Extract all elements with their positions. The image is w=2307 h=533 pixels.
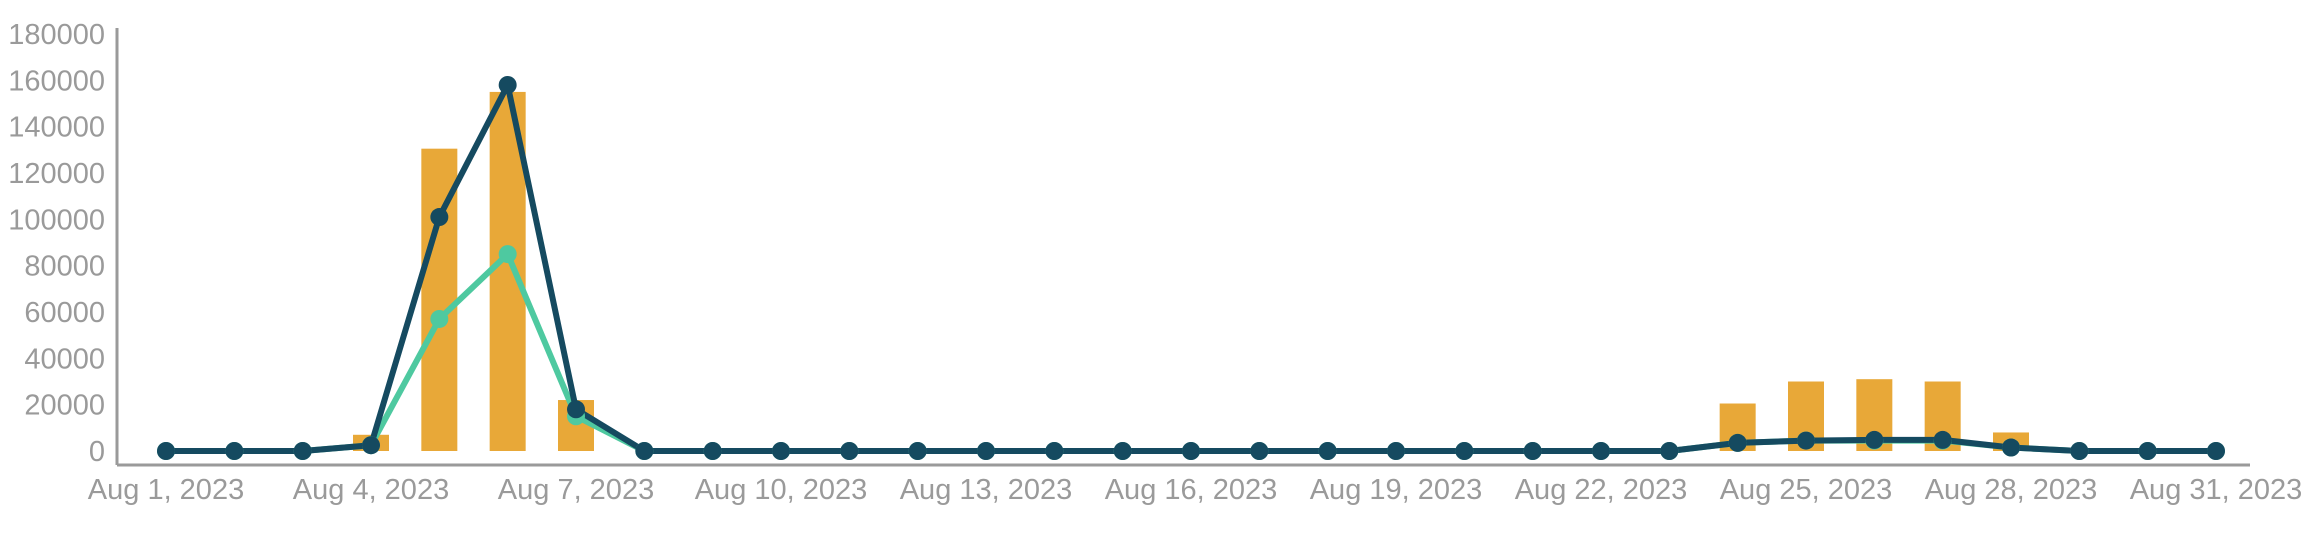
y-tick-label: 120000 <box>8 158 105 190</box>
data-point <box>1797 431 1815 450</box>
data-point <box>772 442 790 460</box>
data-point <box>1387 442 1405 460</box>
data-point <box>1250 442 1269 460</box>
x-tick-label: Aug 16, 2023 <box>1105 474 1278 506</box>
data-point <box>1455 442 1474 460</box>
data-point <box>977 442 995 460</box>
bar-series <box>353 91 2029 452</box>
x-tick-label: Aug 25, 2023 <box>1720 474 1893 506</box>
data-point <box>1318 442 1337 460</box>
data-point <box>567 400 585 419</box>
data-point <box>2070 442 2089 460</box>
data-point <box>225 442 244 460</box>
data-point <box>840 442 859 460</box>
x-tick-label: Aug 22, 2023 <box>1515 474 1688 506</box>
x-tick-label: Aug 28, 2023 <box>1925 474 2098 506</box>
data-point <box>293 442 312 460</box>
data-point <box>430 208 449 227</box>
y-tick-label: 140000 <box>8 112 105 144</box>
line-series <box>163 81 2219 454</box>
y-tick-label: 40000 <box>24 343 105 375</box>
data-point <box>1865 430 1884 449</box>
data-point <box>430 309 449 328</box>
data-point <box>498 245 517 264</box>
data-point <box>1933 430 1952 449</box>
x-tick-label: Aug 1, 2023 <box>88 474 244 506</box>
y-tick-label: 160000 <box>8 65 105 97</box>
series-line <box>163 81 2219 454</box>
x-tick-label: Aug 10, 2023 <box>695 474 868 506</box>
x-tick-label: Aug 7, 2023 <box>498 474 654 506</box>
data-point <box>2207 442 2225 460</box>
y-axis-tick-labels: 0 20000 40000 60000 80000 100000 120000 140000 1… <box>8 19 105 468</box>
x-tick-label: Aug 19, 2023 <box>1310 474 1483 506</box>
data-point <box>498 75 517 94</box>
data-point <box>1182 442 1200 460</box>
data-point <box>1728 433 1747 452</box>
y-tick-label: 60000 <box>24 297 105 329</box>
y-tick-label: 180000 <box>8 19 105 51</box>
y-tick-label: 0 <box>89 436 105 468</box>
y-tick-label: 80000 <box>24 251 105 283</box>
data-point <box>703 442 722 460</box>
data-point <box>908 442 927 460</box>
data-point <box>2138 442 2157 460</box>
line-points <box>157 75 2225 460</box>
x-tick-label: Aug 4, 2023 <box>293 474 449 506</box>
x-axis-tick-labels: Aug 1, 2023 Aug 4, 2023 Aug 7, 2023 Aug 10,… <box>88 474 2302 506</box>
y-tick-label: 100000 <box>8 204 105 236</box>
y-tick-label: 20000 <box>24 390 105 422</box>
data-point <box>1523 442 1542 460</box>
data-point <box>1660 442 1679 460</box>
x-tick-label: Aug 31, 2023 <box>2130 474 2303 506</box>
series-line <box>163 251 2219 454</box>
data-point <box>362 436 380 455</box>
data-point <box>635 442 654 460</box>
data-point <box>157 442 175 460</box>
x-tick-label: Aug 13, 2023 <box>900 474 1073 506</box>
data-point <box>1592 442 1610 460</box>
data-point <box>1113 442 1132 460</box>
data-point <box>2002 438 2020 457</box>
data-point <box>1045 442 1064 460</box>
